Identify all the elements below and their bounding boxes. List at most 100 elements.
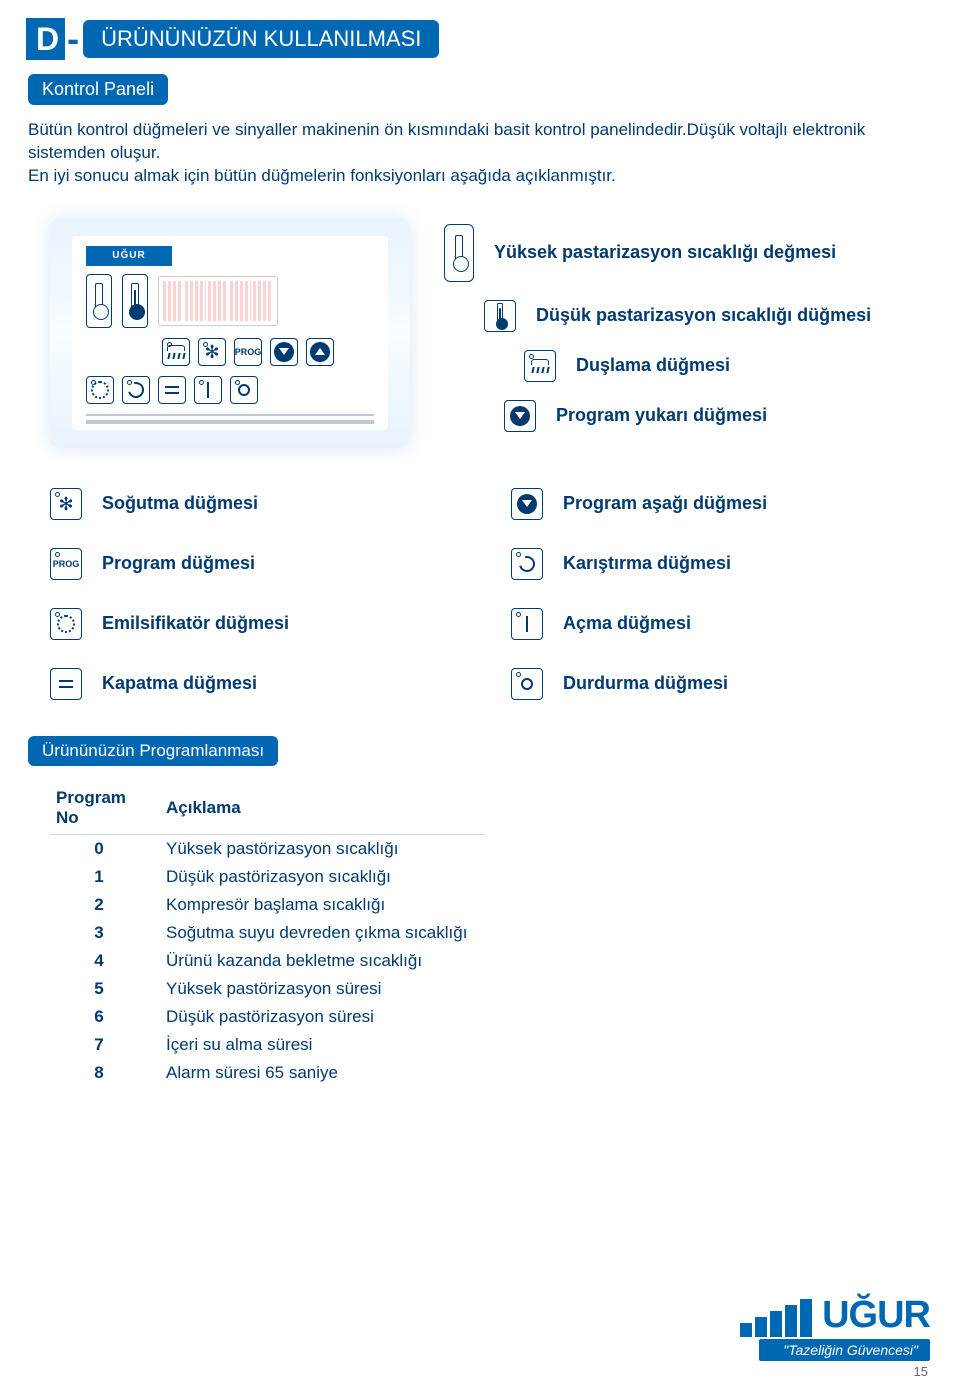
- snowflake-icon: ✻: [50, 488, 82, 520]
- legend-program: PROG Program düğmesi: [50, 548, 471, 580]
- ugur-slogan: "Tazeliğin Güvencesi": [759, 1339, 930, 1361]
- legend-stop: Durdurma düğmesi: [511, 668, 932, 700]
- table-row: 6Düşük pastörizasyon süresi: [50, 1003, 485, 1031]
- panel-up-button[interactable]: [306, 338, 334, 366]
- table-row: 3Soğutma suyu devreden çıkma sıcaklığı: [50, 919, 485, 947]
- table-row: 0Yüksek pastörizasyon sıcaklığı: [50, 834, 485, 863]
- table-cell-desc: Yüksek pastörizasyon sıcaklığı: [160, 834, 485, 863]
- panel-logo: UĞUR: [86, 246, 172, 266]
- emulsifier-icon: [50, 608, 82, 640]
- panel-lines: [86, 414, 374, 424]
- legend-label: Kapatma düğmesi: [102, 673, 257, 694]
- table-cell-desc: Soğutma suyu devreden çıkma sıcaklığı: [160, 919, 485, 947]
- legend-label: Soğutma düğmesi: [102, 493, 258, 514]
- panel-open-button[interactable]: [194, 376, 222, 404]
- panel-down-button[interactable]: [270, 338, 298, 366]
- legend-label: Duşlama düğmesi: [576, 355, 730, 376]
- table-row: 4Ürünü kazanda bekletme sıcaklığı: [50, 947, 485, 975]
- stop-icon: [511, 668, 543, 700]
- intro-line1: Bütün kontrol düğmeleri ve sinyaller mak…: [28, 119, 932, 165]
- table-cell-num: 1: [50, 863, 160, 891]
- section-dash: -: [67, 18, 79, 60]
- panel-inner: UĞUR ✻ PROG: [72, 236, 388, 430]
- legend-cooling: ✻ Soğutma düğmesi: [50, 488, 471, 520]
- section-header: D - ÜRÜNÜNÜZÜN KULLANILMASI: [26, 18, 960, 60]
- thermometer-high-icon: [444, 224, 474, 282]
- legend-label: Program yukarı düğmesi: [556, 405, 767, 426]
- legend-label: Açma düğmesi: [563, 613, 691, 634]
- legend-low-pasteurization: Düşük pastarizasyon sıcaklığı düğmesi: [484, 300, 871, 332]
- legend-close: Kapatma düğmesi: [50, 668, 471, 700]
- subheader-programming: Ürününüzün Programlanması: [28, 736, 278, 766]
- table-cell-num: 4: [50, 947, 160, 975]
- table-cell-num: 3: [50, 919, 160, 947]
- page-number: 15: [914, 1364, 928, 1379]
- panel-shower-button[interactable]: [162, 338, 190, 366]
- arrow-down-icon: [504, 400, 536, 432]
- legend-label: Emilsifikatör düğmesi: [102, 613, 289, 634]
- table-row: 1Düşük pastörizasyon sıcaklığı: [50, 863, 485, 891]
- table-cell-num: 5: [50, 975, 160, 1003]
- legend-right-column: Yüksek pastarizasyon sıcaklığı değmesi D…: [444, 224, 871, 432]
- legend-shower: Duşlama düğmesi: [524, 350, 871, 382]
- table-cell-desc: Düşük pastörizasyon süresi: [160, 1003, 485, 1031]
- prog-icon: PROG: [50, 548, 82, 580]
- legend-label: Düşük pastarizasyon sıcaklığı düğmesi: [536, 305, 871, 326]
- program-table: Program No Açıklama 0Yüksek pastörizasyo…: [50, 782, 485, 1087]
- table-header-desc: Açıklama: [160, 782, 485, 835]
- table-cell-num: 0: [50, 834, 160, 863]
- table-row: 2Kompresör başlama sıcaklığı: [50, 891, 485, 919]
- table-cell-desc: Kompresör başlama sıcaklığı: [160, 891, 485, 919]
- shower-icon: [524, 350, 556, 382]
- table-row: 5Yüksek pastörizasyon süresi: [50, 975, 485, 1003]
- intro-line2: En iyi sonucu almak için bütün düğmeleri…: [28, 165, 932, 188]
- panel-mix-button[interactable]: [122, 376, 150, 404]
- control-panel: UĞUR ✻ PROG: [50, 218, 410, 448]
- panel-snow-button[interactable]: ✻: [198, 338, 226, 366]
- table-cell-desc: Ürünü kazanda bekletme sıcaklığı: [160, 947, 485, 975]
- legend-two-columns: ✻ Soğutma düğmesi Program aşağı düğmesi …: [50, 488, 932, 700]
- panel-stop-button[interactable]: [230, 376, 258, 404]
- legend-open: Açma düğmesi: [511, 608, 932, 640]
- ugur-bars-icon: [740, 1299, 812, 1337]
- table-row: 8Alarm süresi 65 saniye: [50, 1059, 485, 1087]
- close-icon: [50, 668, 82, 700]
- subheader-kontrol-paneli: Kontrol Paneli: [28, 74, 168, 105]
- panel-therm-low-icon: [122, 274, 148, 328]
- legend-label: Program aşağı düğmesi: [563, 493, 767, 514]
- panel-emulsifier-button[interactable]: [86, 376, 114, 404]
- panel-row3: [86, 376, 374, 404]
- table-cell-desc: Yüksek pastörizasyon süresi: [160, 975, 485, 1003]
- table-row: 7İçeri su alma süresi: [50, 1031, 485, 1059]
- panel-therm-high-icon: [86, 274, 112, 328]
- table-cell-num: 2: [50, 891, 160, 919]
- panel-display: [158, 276, 278, 326]
- panel-prog-button[interactable]: PROG: [234, 338, 262, 366]
- legend-emulsifier: Emilsifikatör düğmesi: [50, 608, 471, 640]
- mix-icon: [511, 548, 543, 580]
- section-title: ÜRÜNÜNÜZÜN KULLANILMASI: [83, 20, 439, 58]
- panel-area: UĞUR ✻ PROG: [50, 218, 932, 448]
- intro-text: Bütün kontrol düğmeleri ve sinyaller mak…: [28, 119, 932, 188]
- section-prefix: D: [26, 18, 65, 60]
- panel-row2: ✻ PROG: [162, 338, 374, 366]
- thermometer-low-icon: [484, 300, 516, 332]
- ugur-brand-text: UĞUR: [822, 1294, 930, 1337]
- legend-high-pasteurization: Yüksek pastarizasyon sıcaklığı değmesi: [444, 224, 871, 282]
- legend-program-up: Program yukarı düğmesi: [504, 400, 871, 432]
- ugur-logo: UĞUR: [740, 1294, 930, 1337]
- legend-label: Yüksek pastarizasyon sıcaklığı değmesi: [494, 242, 836, 263]
- legend-label: Program düğmesi: [102, 553, 255, 574]
- table-cell-num: 7: [50, 1031, 160, 1059]
- legend-label: Durdurma düğmesi: [563, 673, 728, 694]
- legend-program-down: Program aşağı düğmesi: [511, 488, 932, 520]
- table-cell-num: 8: [50, 1059, 160, 1087]
- open-icon: [511, 608, 543, 640]
- table-cell-desc: Düşük pastörizasyon sıcaklığı: [160, 863, 485, 891]
- table-header-row: Program No Açıklama: [50, 782, 485, 835]
- panel-row1: [86, 274, 374, 328]
- table-header-program-no: Program No: [50, 782, 160, 835]
- legend-label: Karıştırma düğmesi: [563, 553, 731, 574]
- table-cell-desc: İçeri su alma süresi: [160, 1031, 485, 1059]
- panel-close-button[interactable]: [158, 376, 186, 404]
